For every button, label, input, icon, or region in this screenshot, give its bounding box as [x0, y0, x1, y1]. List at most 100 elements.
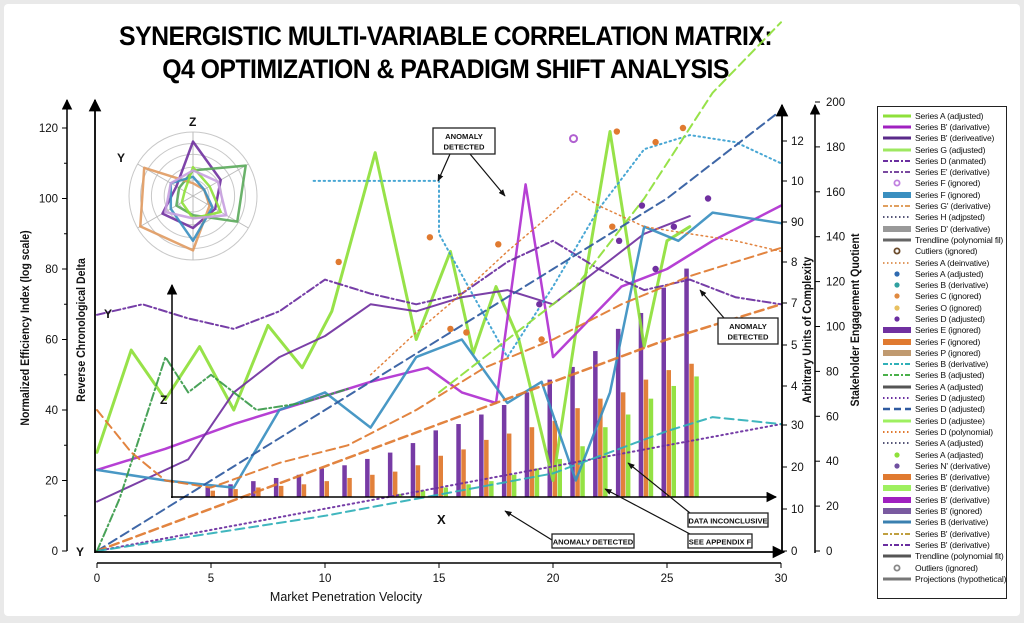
legend-item[interactable]: Series B' (derivative) — [882, 494, 1004, 505]
legend-item[interactable]: Series E' (derivative) — [882, 166, 1004, 177]
title-line-1: SYNERGISTIC MULTI-VARIABLE CORRELATION M… — [119, 21, 773, 51]
x-tick-label: 15 — [433, 573, 446, 585]
legend-swatch-band-icon — [882, 325, 912, 335]
legend-swatch-solid-icon — [882, 122, 912, 132]
legend-label: Series E (ignored) — [915, 325, 981, 336]
scatter-point-2-1 — [670, 223, 678, 230]
legend-item[interactable]: Series G (adjusted) — [882, 144, 1004, 155]
bar-series-e-ignored--17 — [593, 351, 598, 497]
legend-item[interactable]: Series B' (ignored) — [882, 505, 1004, 516]
legend-item[interactable]: Series A (adjusted) — [882, 110, 1004, 121]
y-tick-label-right-inner: 30 — [791, 420, 804, 432]
scatter-point-2-3 — [615, 237, 623, 244]
legend-swatch-solid-icon — [882, 416, 912, 426]
legend-item[interactable]: Series D (anmated) — [882, 155, 1004, 166]
legend-item[interactable]: Series F (ignored) — [882, 189, 1004, 200]
legend-swatch-ring-icon — [882, 178, 912, 188]
bar-series-b-derivative--21 — [694, 376, 699, 497]
legend-item[interactable]: Series A (adjusted) — [882, 381, 1004, 392]
y-tick-label-left: 60 — [45, 335, 58, 347]
legend-item[interactable]: Series D (adjusted) — [882, 392, 1004, 403]
legend-swatch-solid-icon — [882, 133, 912, 143]
series-line-3 — [95, 211, 783, 489]
legend-item[interactable]: Series F (ignored) — [882, 178, 1004, 189]
y-tick-label-left: 120 — [39, 123, 58, 135]
bar-layer — [205, 268, 699, 497]
bar-series-b-derivative--13 — [511, 474, 517, 497]
legend-item[interactable]: Series B (derivative) — [882, 279, 1004, 290]
inner-z-letter: Z — [160, 393, 167, 407]
legend-item[interactable]: Series B' (derivative) — [882, 528, 1004, 539]
callout-text: DETECTED — [444, 143, 485, 152]
series-line-8 — [96, 109, 782, 552]
legend-item[interactable]: Series B (adjusted) — [882, 370, 1004, 381]
legend-label: Series D (adjusted) — [915, 313, 985, 324]
legend-label: Series B (derivative) — [915, 280, 989, 291]
y-axis-title-left-inner: Reverse Chronological Delta — [75, 257, 88, 401]
legend-item[interactable]: Series A (adjasted) — [882, 449, 1004, 460]
legend-item[interactable]: Series A (adjusted) — [882, 438, 1004, 449]
y-tick-label-right-inner: 4 — [791, 381, 798, 393]
bar-series-e-ignored--20 — [661, 287, 666, 497]
legend-item[interactable]: Series A (deinvative) — [882, 257, 1004, 268]
annotation-layer: ANOMALY DETECTED ANOMALY DETECTED DATA INCON… — [432, 127, 779, 549]
legend-item[interactable]: Series D (adjusted) — [882, 404, 1004, 415]
legend-item[interactable]: Series G' (derivative) — [882, 200, 1004, 211]
legend-item[interactable]: Series C (ignored) — [882, 291, 1004, 302]
callout-text: DATA INCONCLUSIVE — [688, 517, 767, 526]
legend-item[interactable]: Series H (adjpsted) — [882, 212, 1004, 223]
legend-item[interactable]: Series P (ignored) — [882, 347, 1004, 358]
legend-swatch-dashdot-icon — [882, 156, 912, 166]
legend-item[interactable]: Series B' (derivative) — [882, 472, 1004, 483]
y-tick-label-right-inner: 10 — [791, 176, 804, 188]
legend-item[interactable]: Series E (ignored) — [882, 325, 1004, 336]
legend-item[interactable]: Series B' (deriveative) — [882, 133, 1004, 144]
legend-item[interactable]: Series A (adjusted) — [882, 268, 1004, 279]
legend-item[interactable]: Series B (derivative) — [882, 517, 1004, 528]
legend-item[interactable]: Series B' (darivative) — [882, 121, 1004, 132]
radar-series-0 — [161, 140, 222, 230]
bar-series-f-ignored--0 — [210, 490, 215, 497]
y-tick-label-right-inner: 10 — [791, 504, 804, 516]
legend-label: Series B' (derivative) — [915, 539, 990, 550]
legend-item[interactable]: Series B' (derivative) — [882, 539, 1004, 550]
legend-item[interactable]: Cutliers (ignored) — [882, 246, 1004, 257]
legend-item[interactable]: Outliers (ignored) — [882, 562, 1004, 573]
bar-series-f-ignored--11 — [461, 449, 466, 497]
legend-item[interactable]: Series B' (derivative) — [882, 483, 1004, 494]
legend-item[interactable]: Series O (ignored) — [882, 302, 1004, 313]
legend-item[interactable]: Series D (polynomial) — [882, 426, 1004, 437]
legend-item[interactable]: Trendline (polynomial fil) — [882, 234, 1004, 245]
legend-swatch-dashdot-icon — [882, 201, 912, 211]
legend-item[interactable]: Series D' (derivative) — [882, 223, 1004, 234]
bar-series-f-ignored--3 — [278, 485, 284, 497]
bar-series-e-ignored--3 — [273, 477, 279, 497]
y-tick-label-right-inner: 12 — [791, 136, 804, 148]
y-tick-label-right-outer: 80 — [826, 366, 839, 378]
callout-arrow — [699, 289, 725, 319]
radar-axis-label-y: Y — [117, 151, 125, 165]
legend-label: Trendline (polynomial fil) — [915, 234, 1004, 245]
bar-series-e-ignored--0 — [205, 487, 210, 497]
legend-item[interactable]: Series D (adjustee) — [882, 415, 1004, 426]
scatter-point-1-0 — [569, 134, 579, 144]
legend-label: Series G' (derivative) — [915, 201, 991, 212]
legend-label: Series B' (derivative) — [915, 528, 990, 539]
bar-series-f-ignored--5 — [324, 481, 329, 497]
series-line-13 — [96, 246, 782, 489]
legend-item[interactable]: Series F (ignored) — [882, 336, 1004, 347]
legend-item[interactable]: Series N' (derivative) — [882, 460, 1004, 471]
legend-label: Series A (adjusted) — [915, 438, 984, 449]
callout-arrow — [627, 462, 691, 514]
legend-item[interactable]: Series D (adjusted) — [882, 313, 1004, 324]
bar-series-e-ignored--6 — [342, 465, 347, 497]
legend-item[interactable]: Projections (hypothetical) — [882, 573, 1006, 584]
bar-series-b-derivative--12 — [489, 481, 494, 497]
legend-item[interactable]: Series B (derivative) — [882, 359, 1004, 370]
legend-label: Series O (ignored) — [915, 302, 982, 313]
series-line-7 — [438, 21, 782, 394]
legend-item[interactable]: Trendline (polynomial fit) — [882, 551, 1004, 562]
y-tick-label-right-outer: 160 — [826, 187, 845, 199]
y-tick-label-right-inner: 20 — [791, 462, 804, 474]
legend-swatch-dotted-icon — [882, 258, 912, 268]
